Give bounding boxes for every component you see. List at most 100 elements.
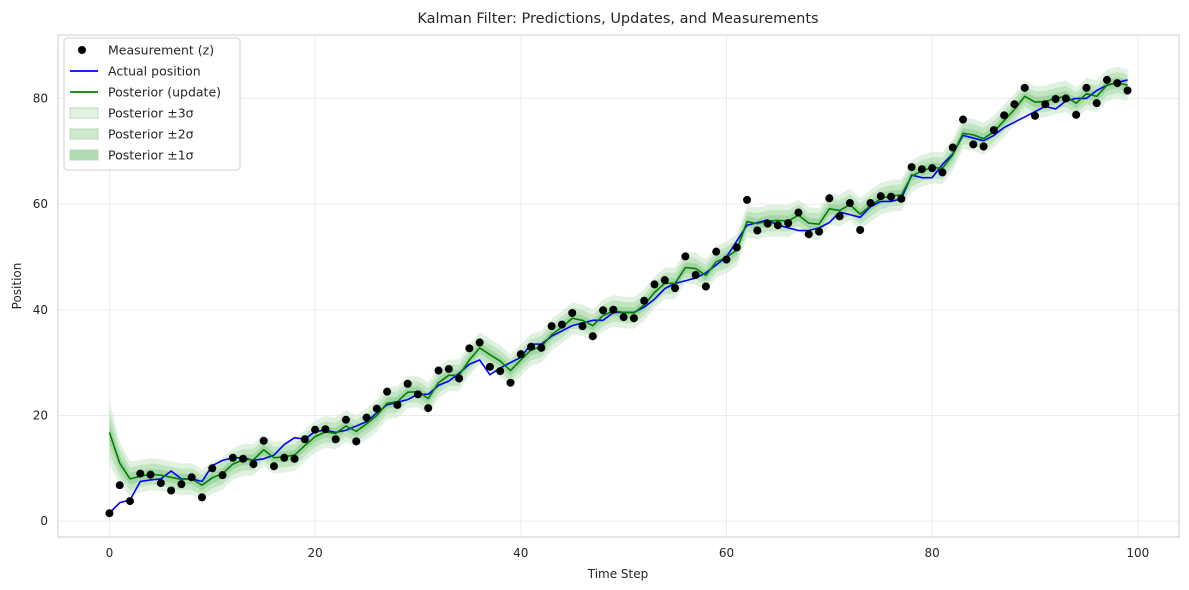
measurement-point <box>455 374 464 383</box>
measurement-point <box>979 142 988 151</box>
measurement-point <box>537 343 546 352</box>
measurement-point <box>959 115 968 124</box>
measurement-point <box>403 379 412 388</box>
measurement-point <box>547 322 556 331</box>
measurement-point <box>331 435 340 444</box>
measurement-point <box>578 322 587 331</box>
measurement-point <box>156 479 165 488</box>
band-3-sigma <box>109 66 1128 502</box>
measurement-point <box>496 367 505 376</box>
measurement-point <box>640 296 649 305</box>
posterior-update-line <box>108 81 1128 487</box>
measurement-point <box>1051 94 1060 103</box>
legend-item-5: Posterior ±1σ <box>69 148 194 163</box>
legend-label: Posterior ±1σ <box>108 148 194 163</box>
measurement-point <box>485 362 494 371</box>
measurement-point <box>259 436 268 445</box>
measurement-point <box>948 143 957 152</box>
legend-patch-icon <box>69 128 99 140</box>
x-tick-label-4: 80 <box>925 546 940 560</box>
legend-label: Posterior ±2σ <box>108 127 194 142</box>
measurement-point <box>753 226 762 235</box>
legend-label: Actual position <box>108 64 201 79</box>
measurement-point <box>599 306 608 315</box>
measurement-point <box>650 280 659 289</box>
measurement-point <box>856 225 865 234</box>
measurement-point <box>475 338 484 347</box>
plot-frame <box>57 34 1180 538</box>
measurement-point <box>1000 111 1009 120</box>
measurement-point <box>218 471 227 480</box>
legend-label: Posterior ±3σ <box>108 106 194 121</box>
measurement-point <box>1092 99 1101 108</box>
measurement-point <box>969 140 978 149</box>
y-axis-label: Position <box>10 263 24 310</box>
measurement-point <box>516 350 525 359</box>
measurement-point <box>393 400 402 409</box>
measurement-point <box>1072 110 1081 119</box>
measurement-point <box>311 425 320 434</box>
measurement-point <box>619 313 628 322</box>
measurement-point <box>1123 86 1132 95</box>
measurement-point <box>835 212 844 221</box>
legend-patch-icon <box>69 107 99 119</box>
measurement-point <box>568 308 577 317</box>
measurement-point <box>136 469 145 478</box>
measurement-point <box>784 219 793 228</box>
measurement-point <box>876 192 885 201</box>
y-tick-labels: 0 20 40 60 80 <box>33 91 48 528</box>
measurement-point <box>372 404 381 413</box>
legend-marker-icon <box>78 46 86 54</box>
legend-label: Measurement (z) <box>108 43 214 58</box>
measurement-point <box>938 168 947 177</box>
y-tick-label-1: 20 <box>33 408 48 422</box>
measurement-point <box>609 305 618 314</box>
measurement-point <box>907 163 916 172</box>
measurement-point <box>465 344 474 353</box>
legend-item-1: Actual position <box>70 64 201 79</box>
measurement-point <box>228 453 237 462</box>
measurement-point <box>1061 94 1070 103</box>
measurement-point <box>424 404 433 413</box>
measurement-points <box>105 75 1132 518</box>
measurement-point <box>815 227 824 236</box>
legend-item-3: Posterior ±3σ <box>69 106 194 121</box>
measurement-point <box>557 320 566 329</box>
measurement-point <box>269 462 278 471</box>
measurement-point <box>804 230 813 239</box>
measurement-point <box>125 497 134 506</box>
measurement-point <box>280 453 289 462</box>
legend: Measurement (z) Actual position Posterior … <box>63 37 241 171</box>
measurement-point <box>300 435 309 444</box>
measurement-point <box>845 199 854 208</box>
measurement-point <box>763 219 772 228</box>
measurement-point <box>146 470 155 479</box>
measurement-point <box>341 415 350 424</box>
measurement-point <box>825 194 834 203</box>
chart-title: Kalman Filter: Predictions, Updates, and… <box>417 11 818 27</box>
posterior-bands <box>109 66 1128 502</box>
legend-item-0: Measurement (z) <box>78 43 214 58</box>
measurement-point <box>1010 100 1019 109</box>
measurement-point <box>434 366 443 375</box>
measurement-point <box>1103 75 1112 84</box>
measurement-point <box>208 464 217 473</box>
measurement-point <box>588 332 597 341</box>
x-tick-label-1: 20 <box>307 546 322 560</box>
measurement-point <box>989 126 998 135</box>
legend-label: Posterior (update) <box>108 85 221 100</box>
y-tick-label-4: 80 <box>33 91 48 105</box>
measurement-point <box>681 252 690 261</box>
measurement-point <box>928 164 937 173</box>
measurement-point <box>701 282 710 291</box>
measurement-point <box>629 314 638 323</box>
legend-patch-icon <box>69 149 99 161</box>
x-tick-labels: 0 20 40 60 80 100 <box>106 546 1150 560</box>
legend-item-2: Posterior (update) <box>70 85 221 100</box>
measurement-point <box>177 480 186 489</box>
measurement-point <box>887 192 896 201</box>
measurement-point <box>413 390 422 399</box>
y-tick-label-0: 0 <box>40 514 48 528</box>
legend-box <box>63 37 241 171</box>
